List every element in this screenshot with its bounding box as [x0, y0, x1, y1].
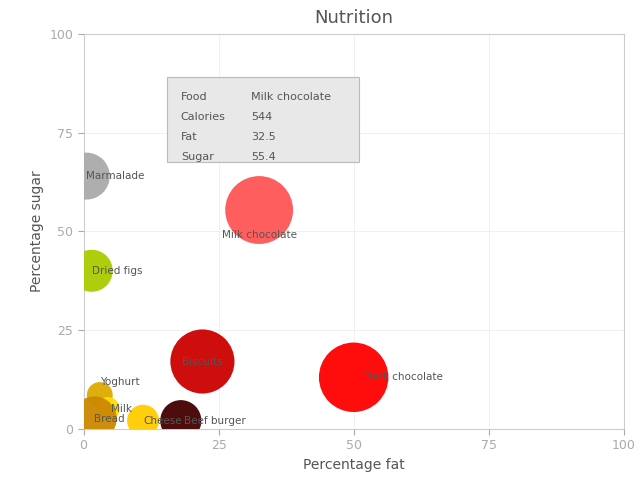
Point [95, 391, 105, 399]
Point [197, 357, 208, 365]
Text: Dark chocolate: Dark chocolate [365, 372, 443, 382]
Point [103, 405, 113, 413]
Text: Yoghurt: Yoghurt [100, 377, 140, 387]
Text: 55.4: 55.4 [251, 151, 276, 162]
X-axis label: Percentage fat: Percentage fat [303, 457, 404, 471]
Point [87, 267, 97, 275]
Y-axis label: Percentage sugar: Percentage sugar [30, 170, 44, 292]
Text: 32.5: 32.5 [251, 132, 276, 142]
Text: Marmalade: Marmalade [86, 171, 145, 181]
Point [89, 415, 100, 423]
Text: Milk chocolate: Milk chocolate [251, 93, 331, 102]
Text: Food: Food [181, 93, 208, 102]
Point [176, 417, 186, 425]
Title: Nutrition: Nutrition [314, 9, 393, 27]
Text: Fat: Fat [181, 132, 197, 142]
FancyBboxPatch shape [167, 77, 359, 162]
Text: Calories: Calories [181, 112, 226, 122]
Point [138, 417, 148, 425]
Text: Milk: Milk [111, 404, 132, 414]
Text: Beef burger: Beef burger [183, 416, 245, 426]
Text: Bread: Bread [95, 413, 125, 424]
Point [254, 206, 264, 214]
Text: Dried figs: Dried figs [92, 266, 142, 276]
Text: Cheese: Cheese [143, 416, 181, 426]
Text: Sugar: Sugar [181, 151, 213, 162]
Point [81, 172, 91, 180]
Text: 544: 544 [251, 112, 272, 122]
Point [349, 374, 359, 381]
Text: Biscuits: Biscuits [182, 356, 222, 367]
Text: Milk chocolate: Milk chocolate [222, 230, 296, 240]
